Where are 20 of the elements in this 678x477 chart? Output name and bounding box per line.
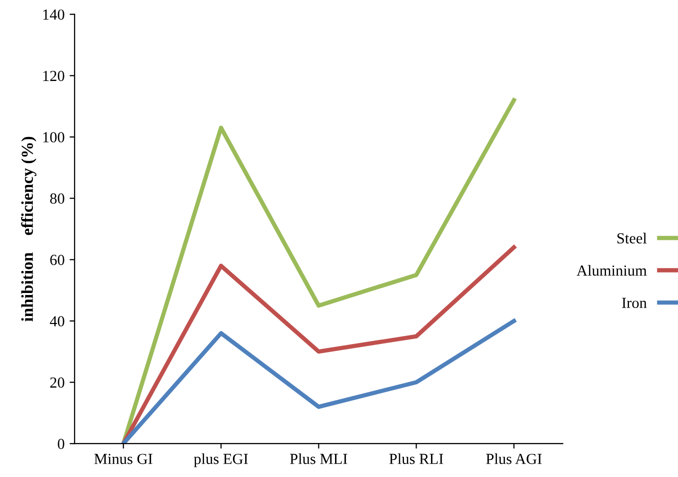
legend-label: Aluminium (576, 265, 647, 276)
y-tick-label: 100 (43, 132, 64, 142)
x-tick-label: Plus MLI (290, 453, 348, 464)
y-tick-label: 80 (50, 193, 64, 204)
line-series (121, 245, 516, 444)
y-tick-label: 140 (43, 9, 64, 20)
y-tick-label: 120 (43, 70, 64, 82)
x-tick-label: Plus RLI (389, 453, 444, 464)
line-series (121, 98, 516, 444)
legend-label: Steel (617, 232, 647, 244)
y-tick-label: 60 (50, 254, 64, 266)
legend-label: Iron (622, 298, 647, 308)
x-tick-label: plus EGI (194, 453, 248, 468)
line-series (121, 318, 516, 444)
y-axis-title: inhibition efficiency (%) (21, 136, 36, 322)
x-tick-label: Plus AGI (486, 453, 542, 464)
y-tick-label: 0 (58, 438, 64, 450)
x-tick-label: Minus GI (94, 454, 152, 464)
y-tick-label: 40 (50, 316, 64, 326)
y-tick-label: 20 (50, 377, 64, 388)
